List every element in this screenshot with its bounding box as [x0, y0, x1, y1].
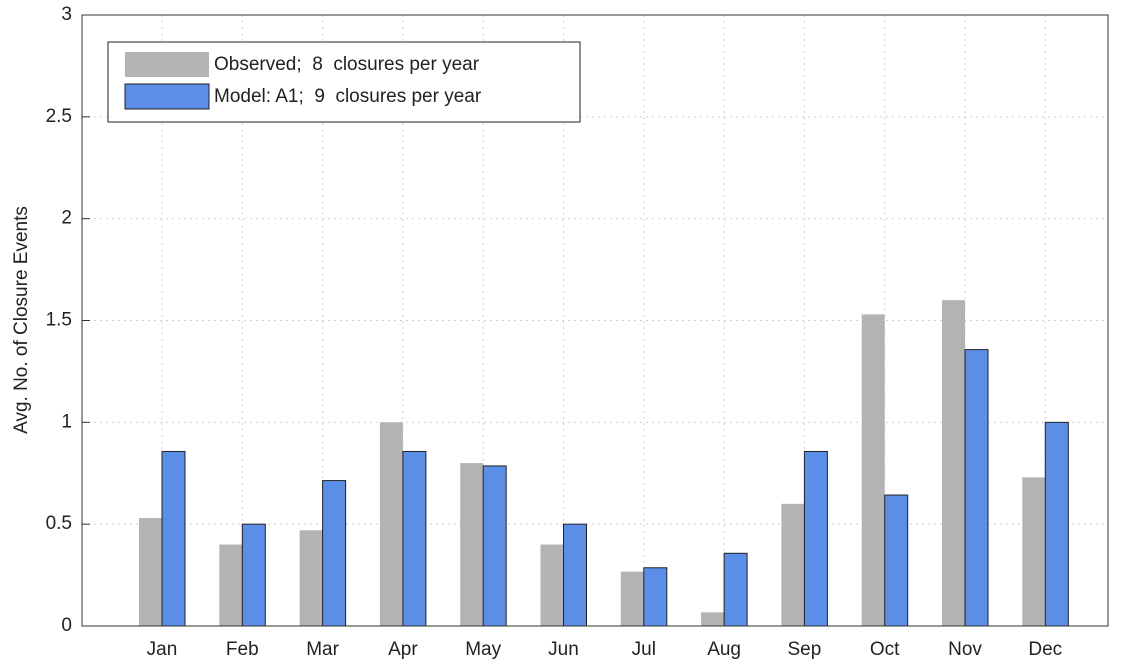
bar	[219, 544, 243, 626]
x-tick-label: Feb	[226, 639, 259, 660]
x-tick-label: Oct	[870, 639, 900, 660]
bar	[701, 612, 725, 626]
y-tick-label: 3	[61, 4, 72, 25]
y-tick-label: 1.5	[46, 310, 72, 331]
legend-swatch	[124, 83, 210, 110]
bar	[322, 480, 347, 627]
bar	[803, 450, 828, 627]
x-tick-label: Apr	[388, 639, 418, 660]
bar	[964, 349, 989, 627]
bar	[563, 523, 587, 627]
x-tick-label: Mar	[306, 639, 339, 660]
x-tick-label: Jan	[147, 639, 178, 660]
bar	[884, 494, 909, 627]
y-tick-label: 0	[61, 615, 72, 636]
plot-frame	[81, 14, 1109, 627]
x-tick-label: May	[465, 639, 501, 660]
x-tick-label: Dec	[1028, 639, 1062, 660]
bar	[861, 314, 885, 626]
bar	[379, 422, 403, 626]
bar	[161, 450, 186, 627]
x-tick-label: Nov	[948, 639, 982, 660]
x-tick-label: Sep	[787, 639, 821, 660]
bar	[1022, 477, 1046, 626]
bar	[942, 300, 965, 626]
bar	[460, 463, 484, 626]
x-tick-label: Jun	[548, 639, 579, 660]
x-tick-label: Jul	[632, 639, 656, 660]
bar	[482, 465, 507, 627]
legend-swatch	[125, 52, 209, 77]
y-axis-label: Avg. No. of Closure Events	[11, 206, 32, 434]
legend-label: Model: A1; 9 closures per year	[214, 86, 482, 107]
legend-label: Observed; 8 closures per year	[214, 54, 480, 75]
bar	[139, 518, 162, 626]
bar	[299, 530, 323, 626]
bar	[620, 571, 644, 626]
x-tick-label: Aug	[707, 639, 741, 660]
bar	[723, 552, 748, 627]
y-tick-label: 0.5	[46, 513, 72, 534]
bar	[241, 523, 266, 627]
y-tick-label: 2	[61, 208, 72, 229]
bar	[781, 503, 805, 626]
y-tick-label: 1	[61, 411, 72, 432]
bar	[402, 450, 427, 627]
y-tick-label: 2.5	[46, 106, 72, 127]
bar	[643, 567, 668, 627]
bar	[1044, 421, 1069, 627]
bar	[540, 544, 564, 626]
